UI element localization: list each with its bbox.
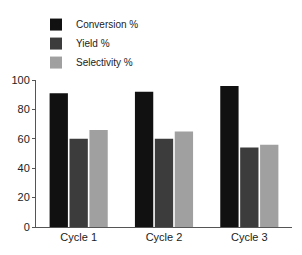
svg-text:Selectivity %: Selectivity % — [76, 57, 133, 68]
svg-text:Conversion %: Conversion % — [76, 19, 138, 30]
svg-text:40: 40 — [18, 162, 30, 174]
svg-text:Cycle 1: Cycle 1 — [60, 231, 97, 243]
svg-text:60: 60 — [18, 133, 30, 145]
svg-text:0: 0 — [24, 221, 30, 233]
svg-text:Yield %: Yield % — [76, 38, 110, 49]
svg-text:20: 20 — [18, 191, 30, 203]
svg-text:100: 100 — [11, 74, 29, 86]
svg-text:80: 80 — [18, 103, 30, 115]
svg-text:Cycle 3: Cycle 3 — [231, 231, 268, 243]
svg-text:Cycle 2: Cycle 2 — [146, 231, 183, 243]
